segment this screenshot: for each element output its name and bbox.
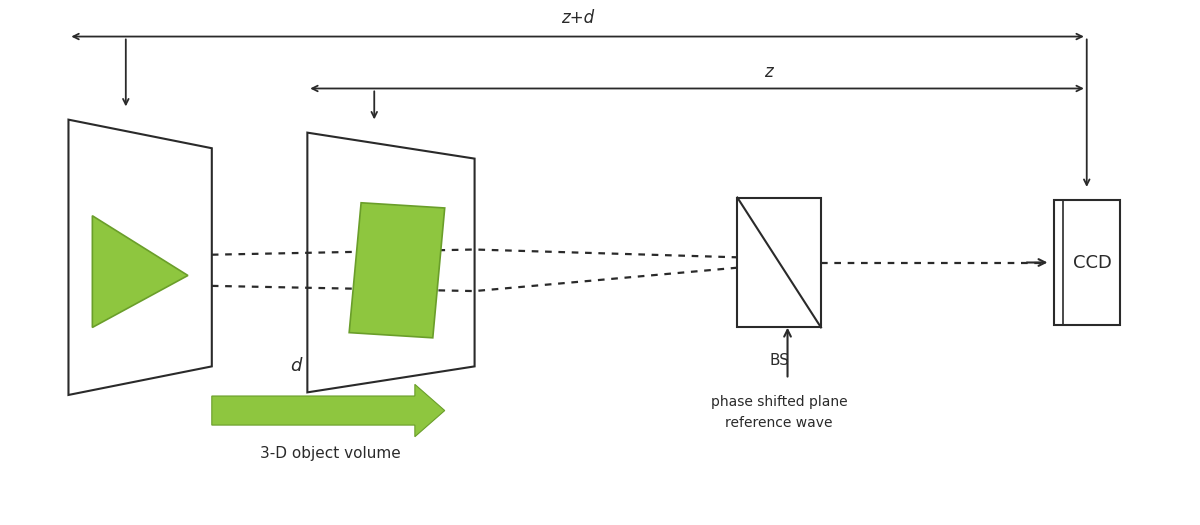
Polygon shape [349, 203, 445, 338]
Text: d: d [289, 357, 301, 375]
Text: z: z [764, 62, 773, 81]
Polygon shape [92, 216, 188, 328]
Text: 3-D object volume: 3-D object volume [259, 446, 401, 461]
Text: BS: BS [769, 353, 790, 369]
Polygon shape [212, 384, 445, 437]
Text: z+d: z+d [562, 9, 594, 27]
Text: phase shifted plane
reference wave: phase shifted plane reference wave [710, 395, 847, 429]
Text: CCD: CCD [1073, 254, 1112, 271]
